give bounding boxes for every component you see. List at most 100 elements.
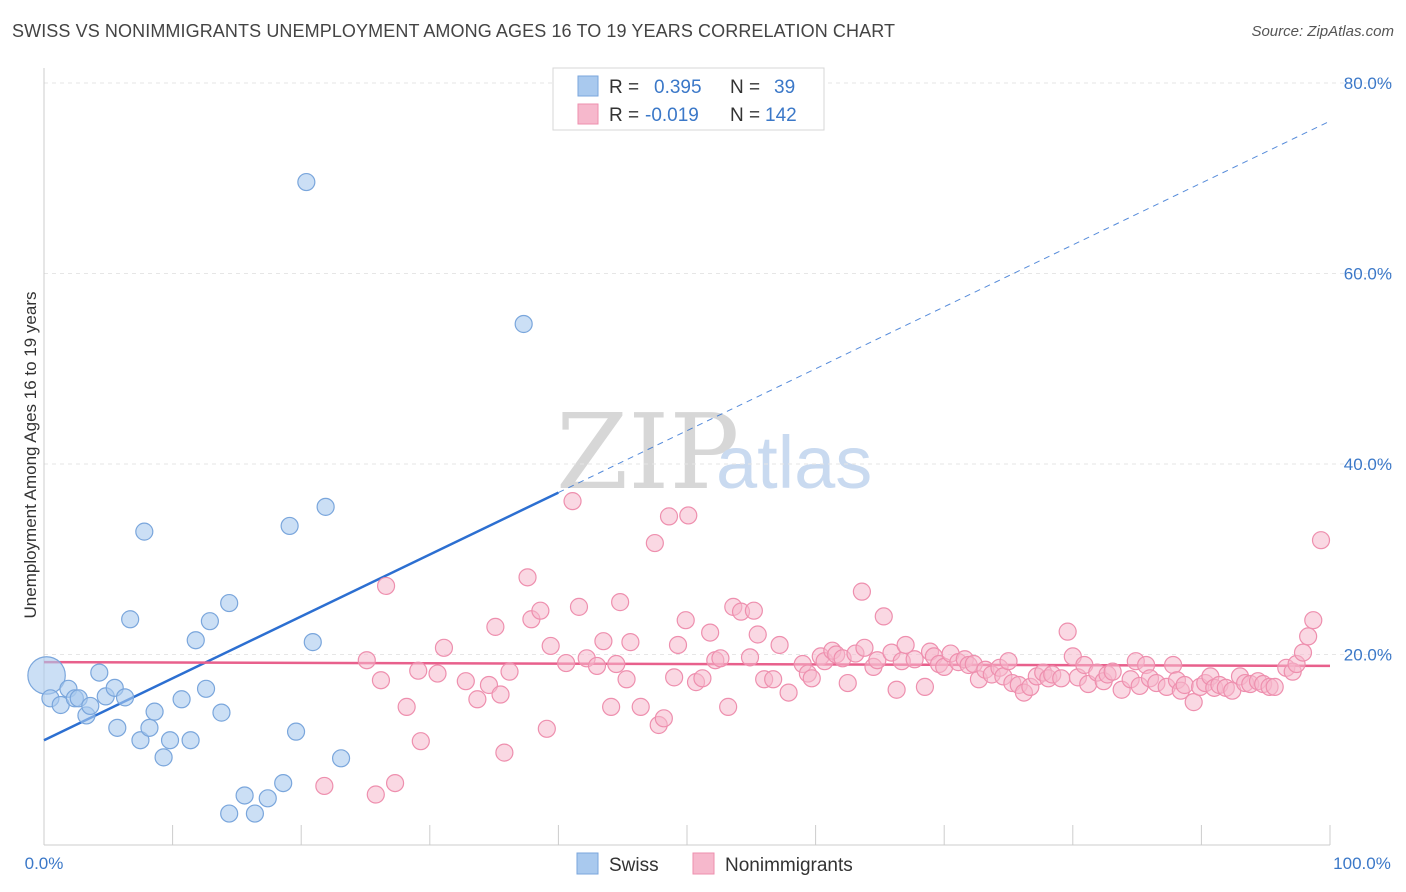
y-tick-label: 20.0% [1344, 646, 1392, 665]
nonimmigrants-point [428, 664, 447, 683]
nonimmigrants-point [409, 661, 428, 680]
nonimmigrants-point [621, 633, 640, 652]
nonimmigrants-point [518, 568, 537, 587]
swiss-point [154, 748, 173, 767]
nonimmigrants-point [557, 653, 576, 673]
legend-nonimmigrants-n-label: N = [730, 105, 760, 126]
legend-swiss-swatch [577, 75, 599, 97]
nonimmigrants-point [999, 652, 1018, 671]
swiss-point [81, 696, 100, 716]
legend-nonimmigrants-swatch [577, 103, 599, 125]
nonimmigrants-point [770, 635, 789, 655]
x-tick-label-min: 0.0% [25, 854, 64, 873]
legend-swiss-r-value: 0.395 [654, 77, 702, 98]
swiss-point [235, 786, 254, 805]
nonimmigrants-point [711, 649, 730, 668]
swiss-point [331, 749, 351, 768]
nonimmigrants-point [495, 743, 514, 762]
legend-nonimmigrants-r-label: R = [609, 105, 639, 126]
nonimmigrants-point [587, 656, 607, 676]
y-tick-label: 60.0% [1344, 265, 1392, 284]
nonimmigrants-point [631, 697, 650, 716]
nonimmigrants-point [654, 709, 673, 728]
nonimmigrants-point [500, 662, 519, 681]
swiss-point [303, 633, 322, 652]
watermark-atlas: atlas [716, 421, 872, 504]
nonimmigrants-point [693, 669, 712, 688]
nonimmigrants-point [617, 670, 636, 689]
nonimmigrants-point [357, 651, 376, 670]
swiss-point [186, 631, 205, 650]
legend-nonimmigrants-n-value: 142 [765, 105, 797, 126]
swiss-point [196, 679, 216, 698]
bottom-legend-nonimmigrants-swatch [692, 852, 715, 875]
nonimmigrants-point [531, 601, 550, 620]
nonimmigrants-point [1293, 643, 1313, 662]
swiss-point [140, 718, 159, 737]
nonimmigrants-point [434, 638, 454, 657]
nonimmigrants-point [1103, 662, 1122, 681]
watermark-zip: ZIP [556, 391, 739, 513]
nonimmigrants-point [645, 533, 664, 553]
legend-swiss-n-label: N = [730, 77, 760, 98]
nonimmigrants-point [887, 680, 906, 699]
source-label: Source: ZipAtlas.com [1251, 23, 1394, 40]
swiss-point [115, 688, 135, 707]
nonimmigrants-point [905, 650, 924, 669]
swiss-point [258, 789, 277, 808]
nonimmigrants-point [1304, 611, 1323, 630]
swiss-point [286, 722, 306, 741]
y-tick-label: 40.0% [1344, 455, 1392, 474]
nonimmigrants-point [744, 601, 763, 620]
swiss-point [108, 718, 127, 737]
nonimmigrants-point [802, 669, 821, 688]
nonimmigrants-point [371, 671, 391, 690]
swiss-point [245, 804, 265, 823]
swiss-point [121, 610, 140, 629]
nonimmigrants-point [1311, 531, 1331, 550]
chart-title: SWISS VS NONIMMIGRANTS UNEMPLOYMENT AMON… [12, 21, 896, 41]
nonimmigrants-point [1299, 627, 1318, 646]
bottom-legend-swiss-swatch [576, 852, 599, 875]
x-tick-label-max: 100.0% [1333, 854, 1391, 873]
swiss-point [220, 593, 239, 613]
nonimmigrants-point [852, 582, 871, 601]
nonimmigrants-point [537, 719, 556, 738]
nonimmigrants-point [1052, 669, 1071, 688]
nonimmigrants-point [855, 638, 874, 657]
swiss-point [160, 731, 180, 750]
nonimmigrants-point [607, 654, 626, 674]
nonimmigrants-point [486, 617, 505, 636]
swiss-point [212, 703, 231, 722]
nonimmigrants-point [748, 625, 767, 644]
nonimmigrants-point [411, 732, 430, 751]
y-tick-label: 80.0% [1344, 74, 1392, 93]
swiss-point [316, 497, 335, 516]
bottom-legend-swiss-label: Swiss [609, 855, 659, 876]
swiss-point [145, 702, 164, 721]
nonimmigrants-point [740, 648, 760, 667]
nonimmigrants-point [397, 697, 416, 716]
nonimmigrants-point [659, 507, 679, 526]
swiss-point [274, 773, 293, 793]
nonimmigrants-point [676, 611, 695, 630]
legend-nonimmigrants-r-value: -0.019 [645, 105, 699, 126]
swiss-point [131, 731, 150, 750]
nonimmigrants-point [1164, 655, 1183, 675]
nonimmigrants-point [594, 632, 613, 651]
nonimmigrants-point [679, 506, 698, 525]
legend: R = 0.395 N = 39 R = -0.019 N = 142 [552, 67, 825, 131]
nonimmigrants-point [1058, 622, 1077, 641]
bottom-legend: Swiss Nonimmigrants [576, 852, 853, 876]
nonimmigrants-point [385, 773, 405, 793]
nonimmigrants-point [602, 697, 621, 716]
nonimmigrants-point [874, 607, 893, 626]
swiss-point [200, 612, 219, 631]
swiss-trend-extension [558, 120, 1331, 494]
nonimmigrants-point [315, 776, 334, 796]
nonimmigrants-point [838, 673, 857, 693]
nonimmigrants-point [1175, 675, 1194, 695]
nonimmigrants-point [779, 683, 798, 702]
nonimmigrants-point [701, 623, 720, 642]
